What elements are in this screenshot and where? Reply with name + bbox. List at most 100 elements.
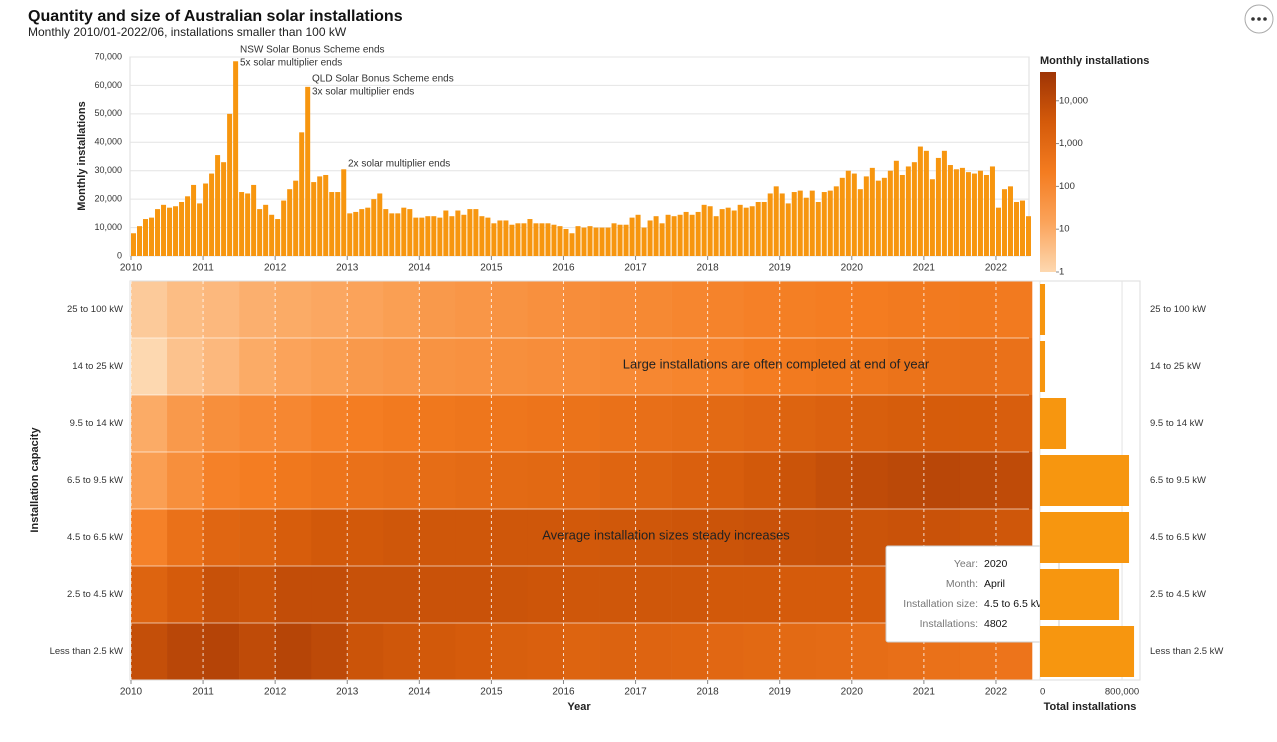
bar bbox=[191, 184, 197, 256]
bar bbox=[461, 214, 467, 256]
bar bbox=[707, 206, 713, 256]
bar bbox=[701, 204, 707, 256]
bar bbox=[581, 227, 587, 256]
heatmap-cell bbox=[707, 452, 744, 509]
heatmap-cell bbox=[455, 281, 492, 338]
heatmap-cell bbox=[635, 281, 672, 338]
bar bbox=[407, 209, 413, 256]
heatmap-cell bbox=[563, 281, 600, 338]
menu-dot[interactable] bbox=[1251, 17, 1255, 21]
bar bbox=[533, 223, 539, 256]
heatmap-cell bbox=[311, 338, 348, 395]
heatmap-cell bbox=[779, 623, 817, 680]
heatmap-cell bbox=[455, 623, 492, 680]
bar bbox=[389, 213, 395, 256]
heatmap-cell bbox=[491, 395, 528, 452]
y-axis-title: Installation capacity bbox=[29, 427, 41, 533]
heatmap-cell bbox=[131, 623, 168, 680]
x-tick-label: 2010 bbox=[120, 687, 143, 698]
bar bbox=[329, 192, 335, 256]
heatmap-cell bbox=[527, 395, 564, 452]
bar bbox=[977, 170, 983, 256]
heatmap-cell bbox=[851, 623, 889, 680]
bar bbox=[281, 200, 287, 256]
menu-button[interactable] bbox=[1244, 4, 1274, 34]
x-tick-label: 2020 bbox=[841, 263, 864, 274]
heatmap-cell bbox=[131, 452, 168, 509]
heatmap-cell bbox=[815, 566, 853, 623]
bar bbox=[797, 190, 803, 256]
bar bbox=[569, 233, 575, 256]
heatmap-cell bbox=[527, 338, 564, 395]
bar bbox=[551, 224, 557, 256]
y-tick-label: 25 to 100 kW bbox=[67, 304, 123, 315]
x-tick-label: 2017 bbox=[624, 687, 647, 698]
heatmap-cell bbox=[455, 509, 492, 566]
menu-dot[interactable] bbox=[1263, 17, 1267, 21]
bar bbox=[455, 210, 461, 256]
bar bbox=[449, 216, 455, 256]
chart-subtitle: Monthly 2010/01-2022/06, installations s… bbox=[28, 25, 347, 39]
bar bbox=[659, 223, 665, 256]
heatmap-cell bbox=[203, 566, 240, 623]
heatmap-cell bbox=[419, 452, 456, 509]
heatmap-cell bbox=[851, 281, 889, 338]
bar bbox=[815, 201, 821, 256]
x-tick-label: 2015 bbox=[480, 687, 503, 698]
heatmap-cell bbox=[167, 281, 204, 338]
x-tick-label: 2018 bbox=[697, 687, 720, 698]
x-tick-label: 2012 bbox=[264, 687, 287, 698]
heatmap-cell bbox=[383, 509, 420, 566]
bar bbox=[785, 203, 791, 256]
heatmap-cell bbox=[707, 509, 744, 566]
bar bbox=[773, 186, 779, 256]
heatmap-cell bbox=[239, 566, 276, 623]
heatmap-cell bbox=[383, 452, 420, 509]
bar bbox=[419, 217, 425, 256]
bar bbox=[239, 192, 245, 256]
y-tick-label: 0 bbox=[117, 250, 122, 260]
heatmap-cell bbox=[383, 338, 420, 395]
heatmap-cell bbox=[131, 509, 168, 566]
tooltip-label: Installation size: bbox=[903, 598, 978, 610]
heatmap-cell bbox=[851, 566, 889, 623]
heatmap-cell bbox=[815, 623, 853, 680]
heatmap-cell bbox=[779, 566, 817, 623]
bar bbox=[485, 217, 491, 256]
x-tick-label: 2011 bbox=[192, 687, 214, 698]
bar bbox=[605, 227, 611, 256]
heatmap-cell bbox=[167, 395, 204, 452]
heatmap-cell bbox=[311, 452, 348, 509]
legend-tick-label: 1,000 bbox=[1059, 138, 1083, 149]
bar bbox=[935, 157, 941, 256]
bar bbox=[851, 173, 857, 256]
heatmap-cell bbox=[311, 509, 348, 566]
heatmap-cell bbox=[131, 395, 168, 452]
bar bbox=[827, 190, 833, 256]
x-tick-label: 2012 bbox=[264, 263, 287, 274]
heatmap-cell bbox=[347, 338, 384, 395]
y-axis-title: Monthly installations bbox=[76, 101, 88, 210]
heatmap-cell bbox=[635, 566, 672, 623]
menu-dot[interactable] bbox=[1257, 17, 1261, 21]
heatmap-cell bbox=[347, 281, 384, 338]
bar bbox=[629, 217, 635, 256]
annotation: Average installation sizes steady increa… bbox=[542, 527, 790, 542]
heatmap-cell bbox=[275, 623, 312, 680]
heatmap-cell bbox=[635, 338, 672, 395]
y-tick-label: 60,000 bbox=[94, 80, 122, 90]
category-label: 6.5 to 9.5 kW bbox=[1150, 475, 1206, 486]
heatmap-cell bbox=[275, 566, 312, 623]
x-tick-label: 2019 bbox=[769, 263, 792, 274]
bar bbox=[401, 207, 407, 256]
annotation: 5x solar multiplier ends bbox=[240, 58, 342, 69]
heatmap-cell bbox=[419, 623, 456, 680]
heatmap-cell bbox=[707, 566, 744, 623]
heatmap-cell bbox=[239, 452, 276, 509]
heatmap-cell bbox=[527, 281, 564, 338]
category-label: 2.5 to 4.5 kW bbox=[1150, 589, 1206, 600]
bar bbox=[839, 177, 845, 256]
tooltip-value: April bbox=[984, 578, 1005, 590]
bar bbox=[1040, 626, 1135, 677]
